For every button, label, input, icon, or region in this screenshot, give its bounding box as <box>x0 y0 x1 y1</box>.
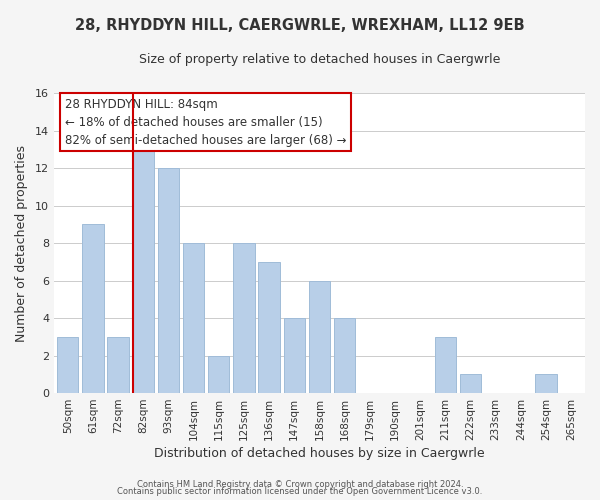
Bar <box>133 150 154 393</box>
Bar <box>434 337 456 393</box>
Bar <box>309 280 330 393</box>
Bar <box>259 262 280 393</box>
Bar <box>284 318 305 393</box>
X-axis label: Distribution of detached houses by size in Caergwrle: Distribution of detached houses by size … <box>154 447 485 460</box>
Bar <box>208 356 229 393</box>
Bar <box>158 168 179 393</box>
Bar <box>107 337 129 393</box>
Y-axis label: Number of detached properties: Number of detached properties <box>15 144 28 342</box>
Bar <box>57 337 79 393</box>
Text: 28, RHYDDYN HILL, CAERGWRLE, WREXHAM, LL12 9EB: 28, RHYDDYN HILL, CAERGWRLE, WREXHAM, LL… <box>75 18 525 32</box>
Bar <box>183 243 205 393</box>
Title: Size of property relative to detached houses in Caergwrle: Size of property relative to detached ho… <box>139 52 500 66</box>
Bar <box>535 374 557 393</box>
Bar <box>82 224 104 393</box>
Text: Contains HM Land Registry data © Crown copyright and database right 2024.: Contains HM Land Registry data © Crown c… <box>137 480 463 489</box>
Text: 28 RHYDDYN HILL: 84sqm
← 18% of detached houses are smaller (15)
82% of semi-det: 28 RHYDDYN HILL: 84sqm ← 18% of detached… <box>65 98 346 146</box>
Bar <box>460 374 481 393</box>
Bar <box>334 318 355 393</box>
Bar <box>233 243 254 393</box>
Text: Contains public sector information licensed under the Open Government Licence v3: Contains public sector information licen… <box>118 487 482 496</box>
